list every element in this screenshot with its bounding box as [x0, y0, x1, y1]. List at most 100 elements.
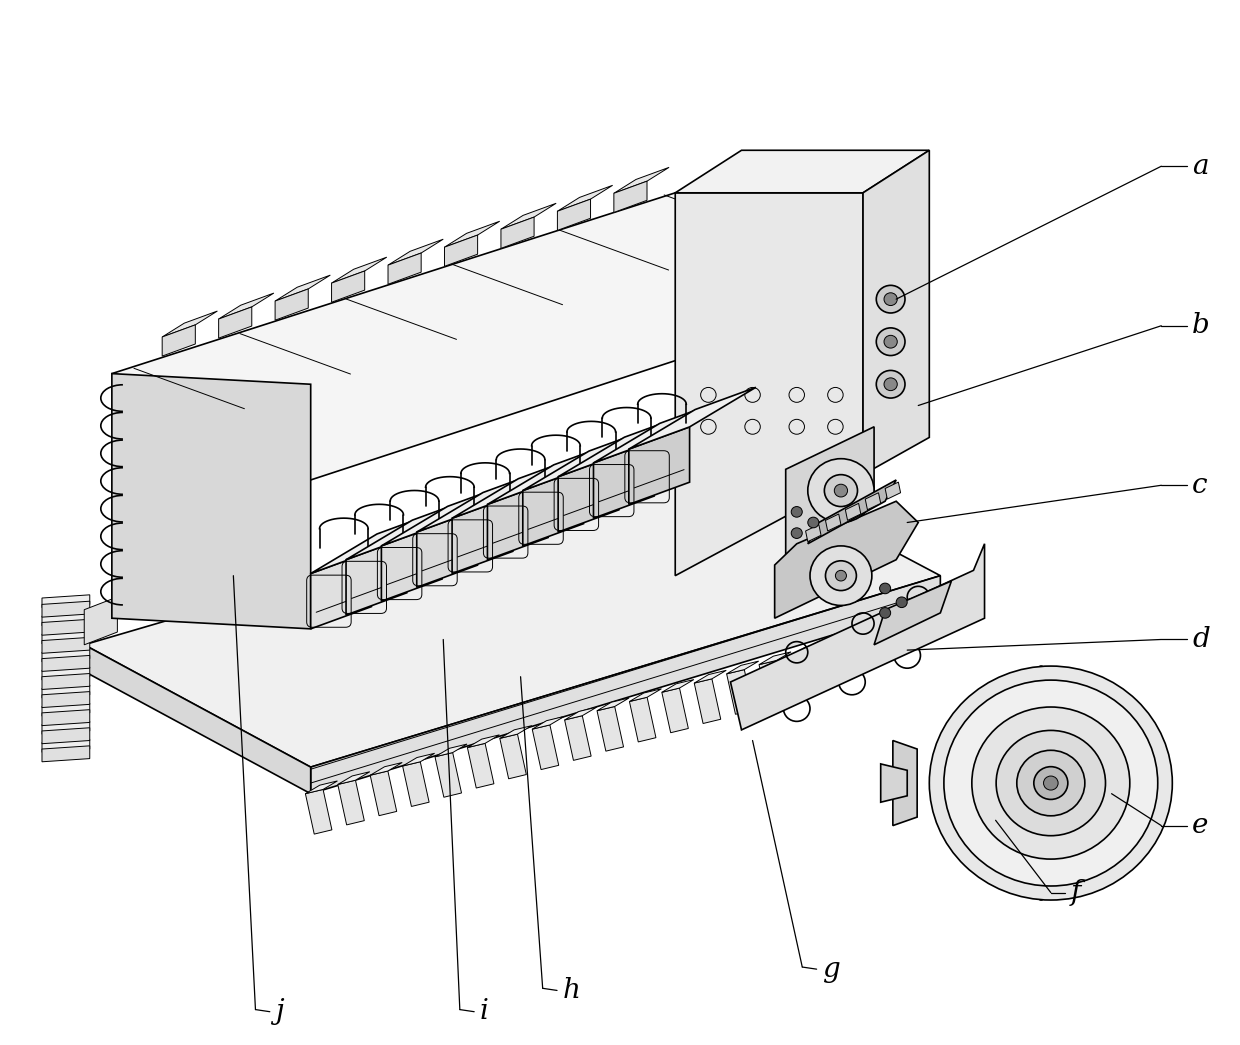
Polygon shape — [403, 753, 435, 766]
Polygon shape — [863, 150, 929, 474]
Circle shape — [791, 528, 802, 538]
Circle shape — [877, 370, 905, 398]
Polygon shape — [694, 679, 720, 723]
Circle shape — [1017, 750, 1085, 816]
Polygon shape — [84, 459, 940, 767]
Polygon shape — [42, 667, 89, 680]
Polygon shape — [371, 771, 397, 816]
Polygon shape — [880, 764, 908, 803]
Circle shape — [879, 583, 890, 594]
Polygon shape — [594, 441, 655, 518]
Polygon shape — [42, 710, 89, 725]
Polygon shape — [331, 257, 387, 283]
Circle shape — [884, 293, 898, 305]
Circle shape — [879, 607, 890, 619]
Polygon shape — [630, 689, 661, 701]
Text: j: j — [275, 998, 284, 1025]
Polygon shape — [305, 789, 332, 834]
Polygon shape — [275, 275, 330, 301]
Text: g: g — [822, 956, 839, 982]
Polygon shape — [532, 725, 559, 769]
Polygon shape — [614, 167, 670, 193]
Polygon shape — [564, 707, 596, 720]
Text: i: i — [480, 998, 489, 1025]
Polygon shape — [453, 496, 513, 574]
Circle shape — [877, 328, 905, 355]
Circle shape — [929, 666, 1172, 900]
Polygon shape — [337, 781, 365, 825]
Polygon shape — [162, 311, 217, 336]
Polygon shape — [337, 771, 370, 785]
Polygon shape — [629, 388, 756, 449]
Polygon shape — [444, 235, 477, 266]
Polygon shape — [759, 652, 791, 665]
Circle shape — [897, 597, 908, 607]
Circle shape — [826, 561, 857, 590]
Polygon shape — [500, 725, 532, 739]
Polygon shape — [388, 239, 443, 265]
Polygon shape — [417, 510, 477, 587]
Polygon shape — [417, 470, 544, 532]
Polygon shape — [727, 670, 753, 715]
Polygon shape — [112, 374, 311, 629]
Polygon shape — [694, 670, 727, 683]
Circle shape — [944, 680, 1158, 886]
Polygon shape — [112, 193, 863, 480]
Polygon shape — [630, 697, 656, 742]
Polygon shape — [558, 200, 590, 230]
Polygon shape — [775, 502, 919, 619]
Polygon shape — [42, 655, 89, 671]
Polygon shape — [558, 415, 686, 477]
Text: a: a — [1192, 153, 1209, 180]
Text: h: h — [563, 977, 580, 1004]
Polygon shape — [662, 679, 694, 692]
Polygon shape — [523, 468, 584, 545]
Circle shape — [996, 730, 1106, 836]
Polygon shape — [807, 480, 897, 543]
Polygon shape — [42, 620, 89, 635]
Polygon shape — [629, 427, 689, 505]
Polygon shape — [596, 706, 624, 751]
Circle shape — [807, 459, 874, 522]
Polygon shape — [346, 537, 407, 616]
Polygon shape — [564, 716, 591, 761]
Polygon shape — [874, 581, 951, 645]
Text: f: f — [1070, 879, 1081, 906]
Text: b: b — [1192, 312, 1210, 340]
Circle shape — [972, 707, 1130, 859]
Polygon shape — [500, 735, 526, 779]
Polygon shape — [42, 703, 89, 716]
Polygon shape — [382, 524, 443, 601]
Polygon shape — [467, 743, 494, 788]
Polygon shape — [730, 543, 985, 729]
Polygon shape — [444, 222, 500, 248]
Polygon shape — [403, 762, 429, 807]
Polygon shape — [487, 482, 548, 560]
Polygon shape — [435, 744, 467, 757]
Polygon shape — [501, 217, 534, 249]
Circle shape — [807, 517, 818, 528]
Polygon shape — [806, 525, 821, 541]
Polygon shape — [727, 661, 759, 674]
Polygon shape — [791, 651, 818, 696]
Text: d: d — [1192, 626, 1210, 653]
Polygon shape — [594, 401, 720, 463]
Polygon shape — [84, 597, 118, 645]
Polygon shape — [42, 601, 89, 618]
Polygon shape — [382, 484, 508, 545]
Circle shape — [836, 571, 847, 581]
Polygon shape — [305, 781, 337, 794]
Polygon shape — [42, 637, 89, 653]
Polygon shape — [311, 552, 372, 629]
Polygon shape — [42, 631, 89, 644]
Polygon shape — [311, 576, 940, 794]
Circle shape — [884, 378, 898, 391]
Polygon shape — [596, 698, 629, 711]
Circle shape — [877, 285, 905, 314]
Polygon shape — [662, 688, 688, 733]
Circle shape — [1034, 767, 1068, 799]
Polygon shape — [42, 740, 89, 752]
Text: c: c — [1192, 471, 1208, 498]
Polygon shape — [885, 482, 900, 500]
Text: e: e — [1192, 812, 1209, 839]
